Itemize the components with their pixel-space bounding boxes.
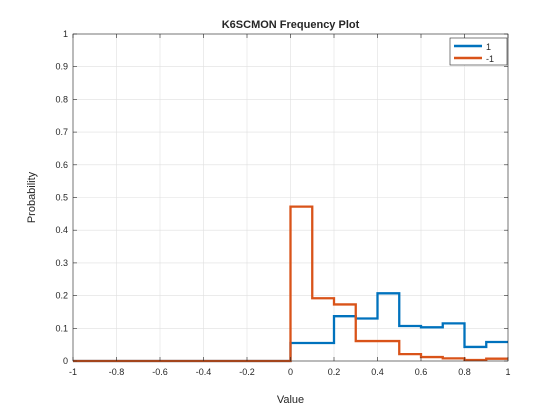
x-tick-label: -1 (69, 367, 77, 377)
x-tick-label: -0.8 (109, 367, 125, 377)
y-tick-label: 0.7 (55, 127, 68, 137)
y-axis-label: Probability (26, 171, 38, 223)
x-tick-label: 1 (505, 367, 510, 377)
x-tick-label: 0.8 (458, 367, 471, 377)
x-tick-label: 0 (288, 367, 293, 377)
x-tick-label: 0.4 (371, 367, 384, 377)
y-tick-label: 0.9 (55, 62, 68, 72)
legend-box (449, 37, 508, 66)
x-tick-label: 0.2 (328, 367, 341, 377)
x-axis-label: Value (277, 394, 304, 406)
legend-label-series-2: -1 (486, 54, 494, 64)
y-tick-label: 0.6 (55, 160, 68, 170)
x-tick-label: -0.4 (196, 367, 212, 377)
y-tick-label: 0.1 (55, 323, 68, 333)
legend: 1 -1 (449, 37, 508, 66)
y-tick-label: 0.2 (55, 291, 68, 301)
chart-title: K6SCMON Frequency Plot (222, 19, 360, 31)
y-tick-label: 1 (63, 29, 68, 39)
x-tick-label: -0.2 (239, 367, 255, 377)
y-tick-labels: 0 0.1 0.2 0.3 0.4 0.5 0.6 0.7 0.8 0.9 1 (55, 29, 68, 366)
y-tick-label: 0.8 (55, 94, 68, 104)
y-tick-label: 0.4 (55, 225, 68, 235)
x-tick-label: 0.6 (415, 367, 428, 377)
x-tick-labels: -1 -0.8 -0.6 -0.4 -0.2 0 0.2 0.4 0.6 0.8 1 (69, 367, 511, 377)
y-tick-label: 0.5 (55, 193, 68, 203)
legend-label-series-1: 1 (486, 42, 491, 52)
axis-ticks (72, 33, 509, 362)
x-tick-label: -0.6 (152, 367, 168, 377)
y-tick-label: 0 (63, 356, 68, 366)
y-tick-label: 0.3 (55, 258, 68, 268)
